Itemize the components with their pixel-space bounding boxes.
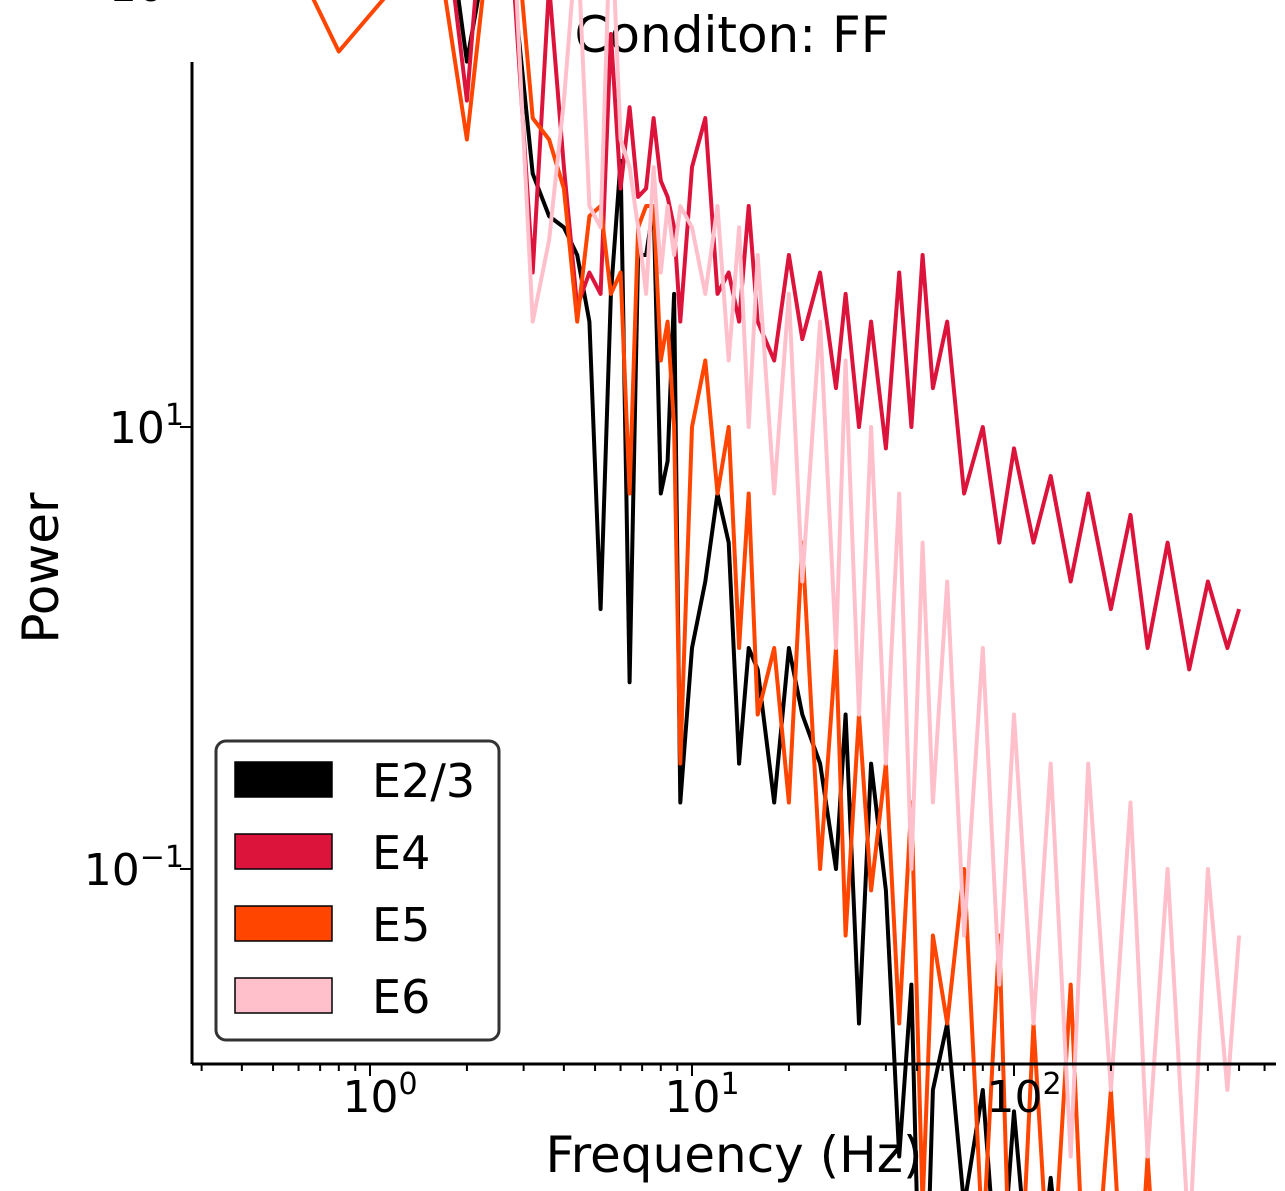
- legend-label: E6: [372, 970, 430, 1024]
- x-axis-label: Frequency (Hz): [545, 1126, 922, 1184]
- series-line-e5: [311, 0, 1152, 1191]
- legend-swatch: [234, 905, 333, 942]
- series-layer: [311, 0, 1242, 1191]
- legend-swatch: [234, 761, 333, 798]
- series-line-e6: [514, 0, 1242, 1191]
- legend-swatch: [234, 977, 333, 1014]
- y-axis-label: Power: [12, 492, 70, 644]
- y-tick-label: 10−1: [84, 840, 184, 896]
- legend-swatch: [234, 833, 333, 870]
- series-line-e2-3: [456, 0, 1055, 1191]
- legend-label: E5: [372, 898, 430, 952]
- chart-title: Conditon: FF: [575, 6, 890, 64]
- series-line-e4: [452, 0, 1242, 672]
- legend-label: E2/3: [372, 754, 475, 808]
- x-tick-label: 102: [986, 1067, 1061, 1123]
- y-tick-label: 103: [109, 0, 184, 12]
- x-tick-label: 101: [664, 1067, 739, 1123]
- legend-frame: [214, 739, 501, 1042]
- legend: E2/3 E4 E5 E6: [214, 739, 501, 1042]
- axes-layer: [190, 62, 1276, 1066]
- legend-label: E4: [372, 826, 430, 880]
- x-tick-label: 100: [342, 1067, 417, 1123]
- y-tick-label: 101: [109, 398, 184, 454]
